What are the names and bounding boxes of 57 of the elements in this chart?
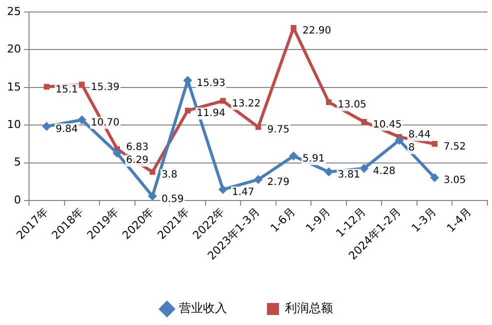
data-label: 10.45 [373, 119, 402, 130]
point [430, 173, 440, 182]
point [77, 115, 86, 124]
point [432, 141, 438, 147]
point [255, 124, 262, 130]
data-label: 10.70 [90, 117, 120, 128]
data-label: 9.75 [267, 124, 290, 136]
point [361, 118, 367, 125]
data-label: 3.8 [161, 170, 178, 181]
data-label: 15.93 [196, 78, 226, 90]
data-label: 3.05 [444, 175, 466, 186]
data-label: 8 [408, 142, 415, 154]
point [360, 164, 369, 173]
point [326, 99, 332, 105]
point [148, 192, 157, 201]
data-label: 6.83 [126, 142, 148, 154]
point [184, 108, 191, 114]
data-label: 1.47 [232, 187, 254, 198]
data-label: 8.44 [408, 130, 431, 141]
x-tick-label: 1-3月 [409, 205, 439, 235]
y-tick-label: 0 [14, 193, 21, 206]
y-tick-label: 10 [6, 118, 21, 132]
point [150, 169, 156, 175]
x-tick-label: 1-6月 [268, 205, 298, 235]
data-label: 13.05 [338, 100, 366, 111]
y-tick-label: 5 [14, 156, 21, 169]
y-tick-label: 15 [6, 80, 21, 94]
point [44, 84, 50, 90]
point [289, 152, 298, 161]
data-label: 0.59 [161, 194, 184, 205]
point [324, 167, 334, 176]
data-label: 15.39 [90, 82, 120, 94]
point [42, 122, 52, 131]
data-label: 5.91 [302, 154, 325, 165]
data-label: 15.1 [56, 84, 78, 96]
point [290, 25, 296, 31]
data-label: 7.52 [444, 141, 466, 152]
point [79, 82, 85, 88]
y-tick-label: 25 [6, 4, 21, 18]
data-label: 13.22 [232, 98, 261, 110]
point [218, 185, 228, 194]
data-label: 2.79 [267, 177, 290, 188]
data-label: 11.94 [196, 108, 226, 120]
data-label: 4.28 [373, 166, 396, 177]
point [220, 98, 226, 104]
point [112, 148, 122, 158]
data-label: 6.29 [126, 155, 148, 166]
legend-label: 营业收入 [179, 301, 227, 316]
x-tick-label: 1-9月 [303, 205, 333, 235]
x-tick-label: 1-4月 [444, 205, 474, 235]
data-label: 9.84 [56, 124, 78, 135]
point [254, 175, 263, 184]
data-label: 22.90 [302, 25, 332, 36]
y-tick-label: 20 [6, 42, 21, 56]
data-label: 3.81 [338, 169, 360, 180]
point [394, 136, 404, 145]
legend-label: 利润总额 [285, 301, 333, 316]
